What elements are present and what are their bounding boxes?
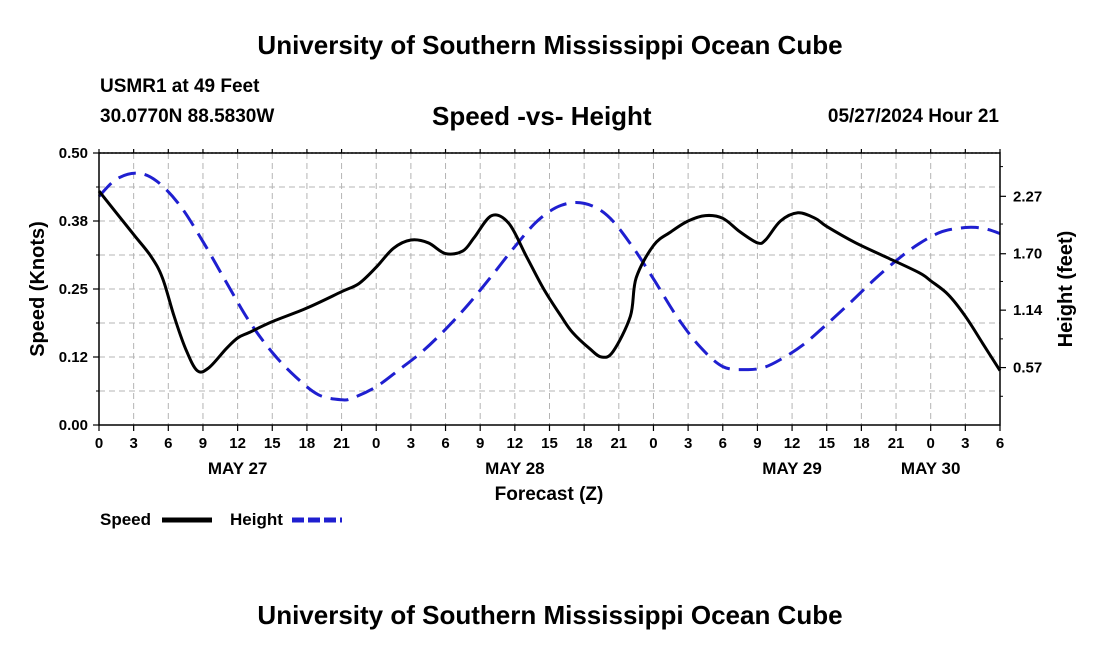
page-title: University of Southern Mississippi Ocean… — [257, 30, 843, 60]
chart-subtitle: Speed -vs- Height — [432, 101, 652, 131]
x-tick-label: 6 — [441, 435, 449, 452]
y-axis-label: Speed (Knots) — [27, 221, 49, 357]
x-tick-label: 3 — [129, 435, 137, 452]
legend-label-speed: Speed — [100, 510, 151, 529]
y-tick-label: 0.38 — [59, 213, 88, 230]
y-tick-label: 0.25 — [59, 281, 88, 298]
x-tick-label: 0 — [372, 435, 380, 452]
x-tick-label: 18 — [853, 435, 870, 452]
x-tick-label: 6 — [164, 435, 172, 452]
x-tick-label: 9 — [753, 435, 761, 452]
forecast-datetime: 05/27/2024 Hour 21 — [827, 106, 999, 127]
x-tick-label: 3 — [407, 435, 415, 452]
x-tick-label: 9 — [476, 435, 484, 452]
x-tick-label: 15 — [541, 435, 558, 452]
x-tick-label: 3 — [684, 435, 692, 452]
y2-axis-label: Height (feet) — [1055, 231, 1077, 348]
day-label: MAY 29 — [762, 459, 822, 478]
x-tick-label: 21 — [610, 435, 627, 452]
x-axis-label: Forecast (Z) — [495, 484, 604, 505]
x-tick-label: 6 — [719, 435, 727, 452]
y-tick-label: 0.00 — [59, 417, 88, 434]
x-tick-label: 12 — [229, 435, 246, 452]
x-tick-label: 18 — [576, 435, 593, 452]
x-tick-label: 0 — [927, 435, 935, 452]
y2-tick-label: 1.70 — [1013, 246, 1042, 263]
y-tick-label: 0.50 — [59, 145, 88, 162]
x-tick-label: 15 — [264, 435, 281, 452]
day-label: MAY 27 — [208, 459, 268, 478]
x-tick-label: 0 — [95, 435, 103, 452]
series-layer — [97, 171, 1002, 402]
y2-tick-label: 2.27 — [1013, 188, 1042, 205]
station-label: USMR1 at 49 Feet — [100, 76, 260, 97]
x-tick-label: 15 — [818, 435, 835, 452]
x-tick-label: 21 — [888, 435, 905, 452]
x-tick-label: 12 — [784, 435, 801, 452]
legend-label-height: Height — [230, 510, 283, 529]
series-line-height — [97, 171, 1001, 402]
day-label: MAY 30 — [901, 459, 961, 478]
y2-tick-label: 0.57 — [1013, 360, 1042, 377]
y-tick-label: 0.12 — [59, 349, 88, 366]
x-tick-label: 12 — [507, 435, 524, 452]
y2-tick-label: 1.14 — [1013, 302, 1043, 319]
station-coordinates: 30.0770N 88.5830W — [100, 106, 275, 127]
grid-lines — [99, 152, 1000, 425]
x-tick-label: 9 — [199, 435, 207, 452]
legend: Speed Height — [100, 510, 342, 529]
axes: 0 3 6 9 12 15 18 21 0 3 6 9 12 15 18 21 0 3 6 9 12 15 18 21 0 3 6 M… — [59, 145, 1043, 478]
x-tick-label: 18 — [299, 435, 316, 452]
x-tick-label: 3 — [961, 435, 969, 452]
x-tick-label: 0 — [649, 435, 657, 452]
x-tick-label: 21 — [333, 435, 350, 452]
x-tick-label: 6 — [996, 435, 1004, 452]
series-line-speed — [97, 190, 1002, 374]
day-label: MAY 28 — [485, 459, 545, 478]
footer-title: University of Southern Mississippi Ocean… — [257, 600, 843, 630]
